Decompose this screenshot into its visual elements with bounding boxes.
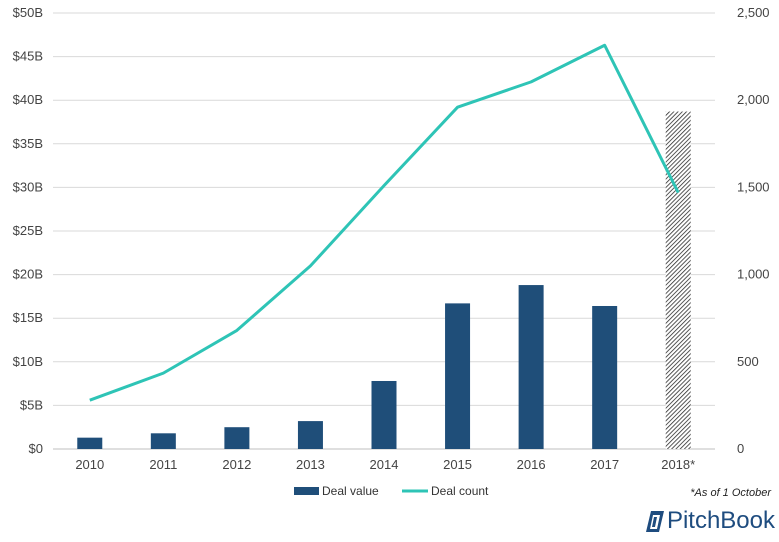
legend-label-deal-count: Deal count	[431, 484, 489, 498]
left-axis-tick-label: $20B	[13, 267, 43, 282]
left-axis-tick-label: $10B	[13, 354, 43, 369]
right-axis-tick-label: 1,500	[737, 179, 770, 194]
legend-label-deal-value: Deal value	[322, 484, 379, 498]
x-axis-tick-label: 2013	[296, 457, 325, 472]
right-axis-tick-label: 0	[737, 441, 744, 456]
right-axis-tick-labels: 0 500 1,000 1,500 2,000 2,500	[737, 5, 770, 456]
left-axis-tick-label: $5B	[20, 397, 43, 412]
bar	[150, 433, 176, 449]
left-axis-tick-label: $45B	[13, 49, 43, 64]
line-series-deal-count	[89, 43, 680, 402]
left-axis-tick-labels: $0 $5B $10B $15B $20B $25B $30B $35B $40B $45B $50…	[13, 5, 43, 456]
left-axis-tick-label: $0	[29, 441, 43, 456]
left-axis-tick-label: $35B	[13, 136, 43, 151]
left-axis-tick-label: $30B	[13, 179, 43, 194]
right-axis-tick-label: 1,000	[737, 267, 770, 282]
bar	[297, 421, 323, 449]
bar-series-deal-value	[77, 111, 691, 449]
right-axis-tick-label: 500	[737, 354, 759, 369]
bar	[592, 305, 618, 449]
gridlines	[53, 12, 715, 450]
bar-hatched	[665, 111, 691, 449]
right-axis-tick-label: 2,500	[737, 5, 770, 20]
pitchbook-wordmark: PitchBook	[666, 507, 775, 534]
pitchbook-logo: PitchBook	[643, 506, 775, 536]
left-axis-tick-label: $25B	[13, 223, 43, 238]
bar	[518, 285, 544, 449]
deal-count-line	[89, 43, 680, 402]
x-axis-tick-label: 2010	[75, 457, 104, 472]
footnote: *As of 1 October	[690, 487, 771, 499]
x-axis-tick-label: 2017	[590, 457, 619, 472]
x-axis-tick-label: 2016	[517, 457, 546, 472]
bar	[224, 427, 250, 449]
legend-swatch-deal-value	[294, 487, 319, 495]
x-axis-tick-label: 2018*	[661, 457, 695, 472]
right-axis-tick-label: 2,000	[737, 92, 770, 107]
left-axis-tick-label: $40B	[13, 92, 43, 107]
x-axis-tick-label: 2014	[370, 457, 399, 472]
legend: Deal value Deal count	[294, 484, 489, 498]
x-axis-tick-label: 2011	[149, 457, 177, 472]
bar	[77, 437, 103, 449]
pitchbook-logo-icon	[645, 511, 664, 532]
x-axis-tick-label: 2015	[443, 457, 472, 472]
bar	[445, 303, 471, 449]
x-axis-tick-labels: 2010 2011 2012 2013 2014 2015 2016 2017 2018*	[75, 457, 695, 472]
x-axis-tick-label: 2012	[222, 457, 251, 472]
bar	[371, 380, 397, 449]
left-axis-tick-label: $15B	[13, 310, 43, 325]
left-axis-tick-label: $50B	[13, 5, 43, 20]
